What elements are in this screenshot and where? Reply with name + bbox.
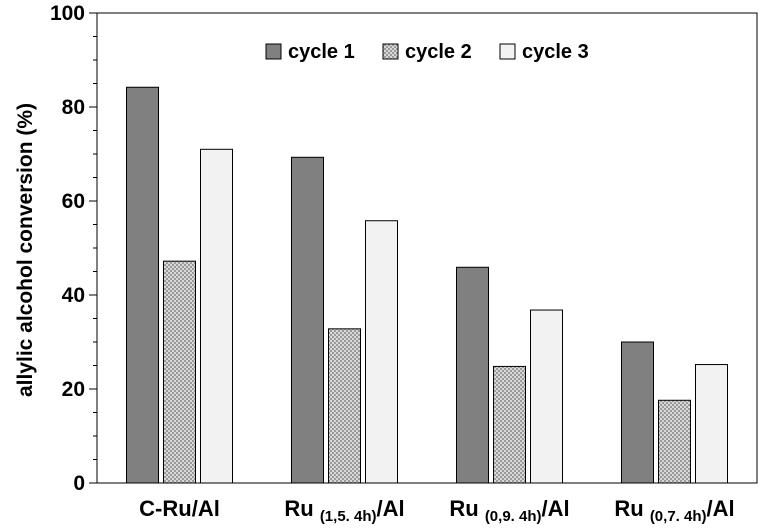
legend-swatch-cycle-2	[382, 43, 399, 60]
bar-cycle-2-3	[658, 399, 691, 484]
legend: cycle 1 cycle 2 cycle 3	[265, 41, 589, 63]
legend-label-cycle-3: cycle 3	[522, 41, 589, 63]
bar-cycle-1-1	[291, 156, 324, 484]
bar-cycle-3-3	[695, 364, 728, 484]
x-category-label: Ru (1,5. 4h)/Al	[284, 496, 404, 525]
bar-cycle-1-0	[126, 86, 159, 484]
x-category-label: Ru (0,9. 4h)/Al	[449, 496, 569, 525]
legend-label-cycle-1: cycle 1	[288, 41, 355, 63]
bar-cycle-1-3	[621, 341, 654, 484]
plot-area: 0 20 40 60 80 100 C-Ru/Al Ru (1,5. 4h)/Al Ru (0,…	[50, 2, 758, 525]
y-tick-label: 40	[62, 284, 85, 307]
bar-cycle-1-2	[456, 266, 489, 484]
x-category-label: C-Ru/Al	[139, 496, 220, 521]
legend-swatch-cycle-3	[499, 43, 516, 60]
y-tick-label: 80	[62, 96, 85, 119]
legend-swatch-cycle-1	[265, 43, 282, 60]
bar-cycle-3-0	[200, 148, 233, 484]
bar-cycle-2-1	[328, 328, 361, 484]
y-tick-label: 100	[50, 2, 85, 25]
x-category-label: Ru (0,7. 4h)/Al	[614, 496, 734, 525]
y-tick-label: 0	[73, 472, 85, 495]
y-tick-label: 60	[62, 190, 85, 213]
bar-cycle-2-0	[163, 260, 196, 484]
y-axis-label: allylic alcohol conversion (%)	[14, 103, 37, 397]
bar-cycle-2-2	[493, 365, 526, 484]
bar-cycle-3-1	[365, 220, 398, 484]
bar-cycle-3-2	[530, 309, 563, 484]
legend-label-cycle-2: cycle 2	[405, 41, 472, 63]
y-tick-label: 20	[62, 378, 85, 401]
